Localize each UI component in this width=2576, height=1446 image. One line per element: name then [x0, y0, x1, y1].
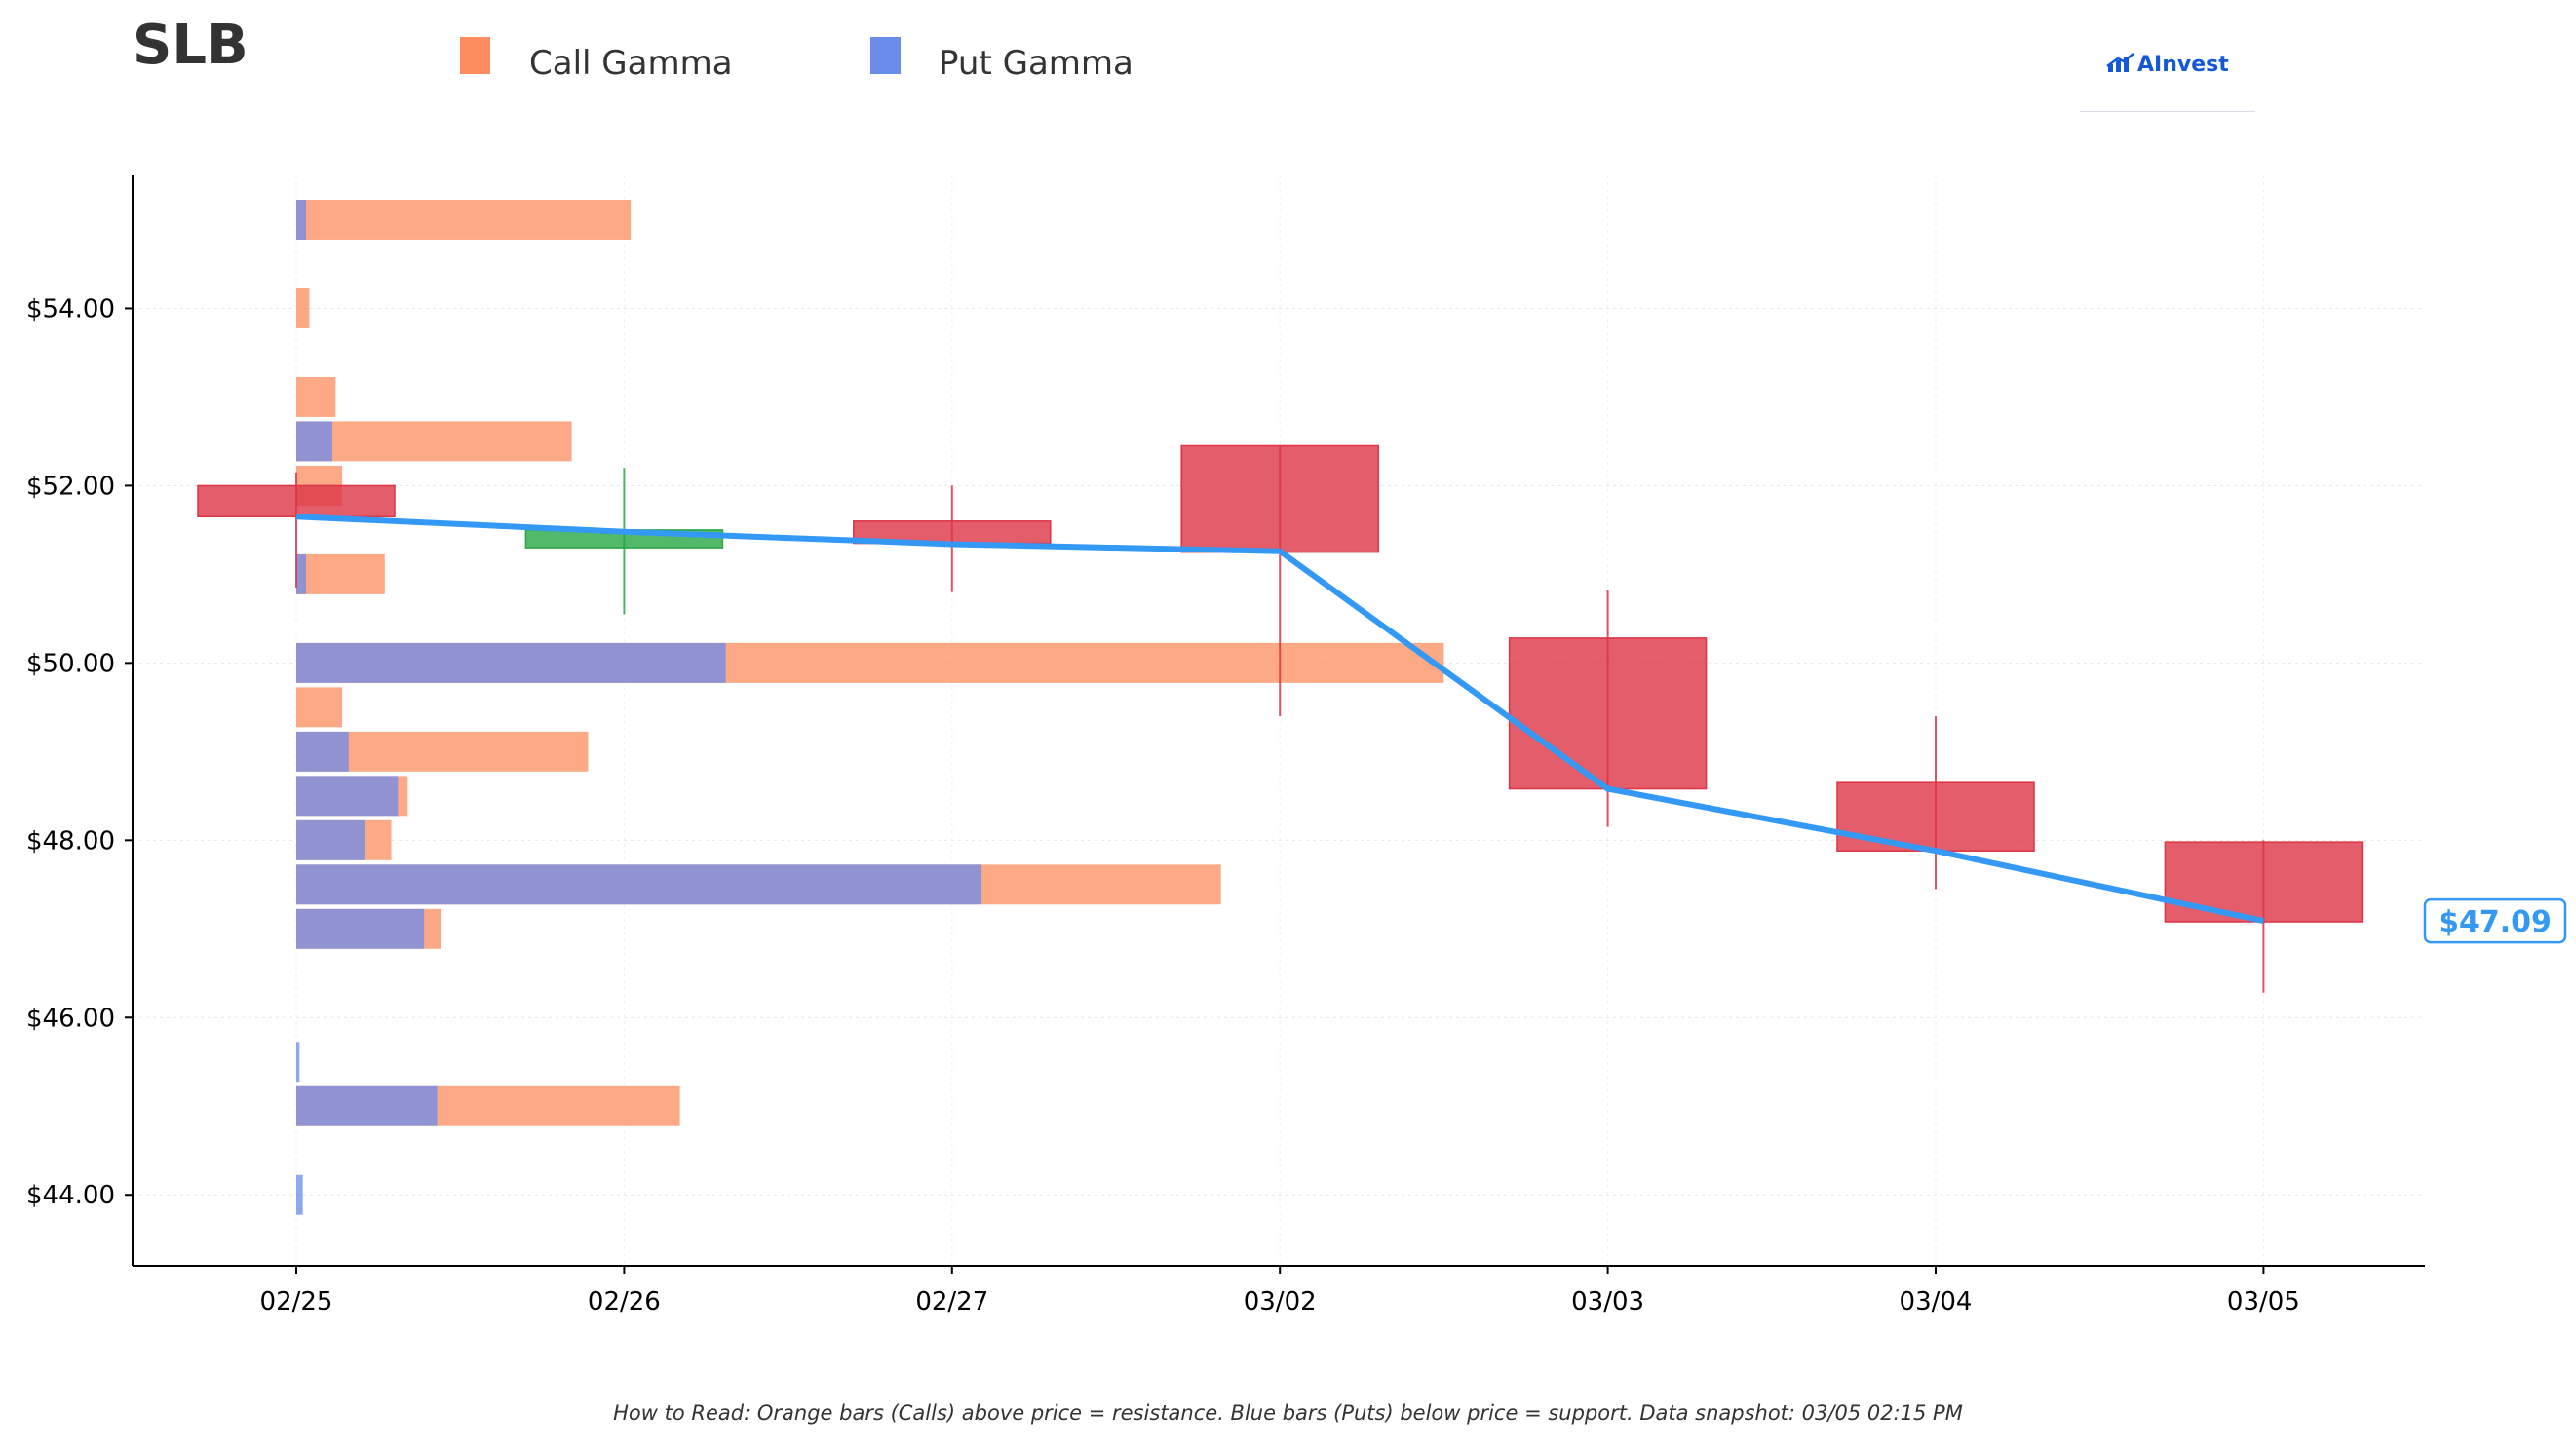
gamma-bars-layer	[296, 200, 1444, 1215]
put-gamma-bar	[296, 1042, 300, 1083]
price-label-layer: $47.09	[2423, 897, 2567, 944]
brand-divider	[2080, 111, 2255, 112]
put-gamma-bar	[296, 731, 349, 772]
close-line-layer	[295, 514, 2265, 925]
x-tick-label: 03/05	[2227, 1287, 2300, 1316]
put-gamma-bar	[296, 864, 982, 905]
put-gamma-bar	[296, 1085, 438, 1126]
call-gamma-bar	[296, 376, 336, 417]
legend-swatch-put	[870, 37, 901, 74]
y-tick-label: $52.00	[26, 472, 115, 501]
footnote: How to Read: Orange bars (Calls) above p…	[613, 1401, 1963, 1425]
y-tick-label: $54.00	[26, 294, 115, 323]
put-gamma-bar	[296, 642, 726, 683]
call-gamma-bar	[296, 287, 310, 328]
y-tick-label: $44.00	[26, 1181, 115, 1210]
x-tick-label: 02/25	[260, 1287, 333, 1316]
legend-swatch-call	[460, 37, 490, 74]
call-gamma-bar	[296, 553, 385, 594]
y-tick-label: $50.00	[26, 649, 115, 678]
put-gamma-bar	[296, 421, 333, 462]
x-tick-label: 02/27	[915, 1287, 988, 1316]
call-gamma-bar	[296, 687, 343, 728]
axes-layer: $44.00 $46.00 $48.00 $50.00 $52.00 $54.00 02/2…	[26, 175, 2425, 1316]
put-gamma-bar	[296, 553, 307, 594]
x-tick-label: 03/04	[1900, 1287, 1973, 1316]
candle-body	[2164, 841, 2364, 923]
call-gamma-bar	[296, 421, 572, 462]
call-gamma-bar	[296, 200, 632, 240]
candle-body	[197, 484, 396, 518]
put-gamma-bar	[296, 776, 399, 817]
brand-logo: AInvest	[2080, 39, 2255, 113]
put-gamma-bar	[296, 908, 425, 949]
ticker-title: SLB	[133, 14, 249, 77]
x-tick-label: 03/02	[1244, 1287, 1317, 1316]
last-price-badge	[2423, 897, 2567, 944]
close-price-line	[295, 514, 2265, 925]
x-tick-label: 03/03	[1571, 1287, 1644, 1316]
candle-body	[1180, 444, 1379, 553]
brand-name: AInvest	[2137, 53, 2229, 77]
put-gamma-bar	[296, 819, 365, 860]
x-tick-label: 02/26	[588, 1287, 661, 1316]
legend-label-put: Put Gamma	[939, 44, 1134, 83]
candle-body	[1508, 637, 1708, 790]
y-tick-label: $48.00	[26, 826, 115, 856]
last-price-label: $47.09	[2439, 905, 2552, 939]
legend-label-call: Call Gamma	[529, 44, 733, 83]
put-gamma-bar	[296, 1174, 303, 1215]
put-gamma-bar	[296, 200, 307, 240]
y-tick-label: $46.00	[26, 1004, 115, 1033]
brand-chart-icon	[2106, 53, 2134, 72]
